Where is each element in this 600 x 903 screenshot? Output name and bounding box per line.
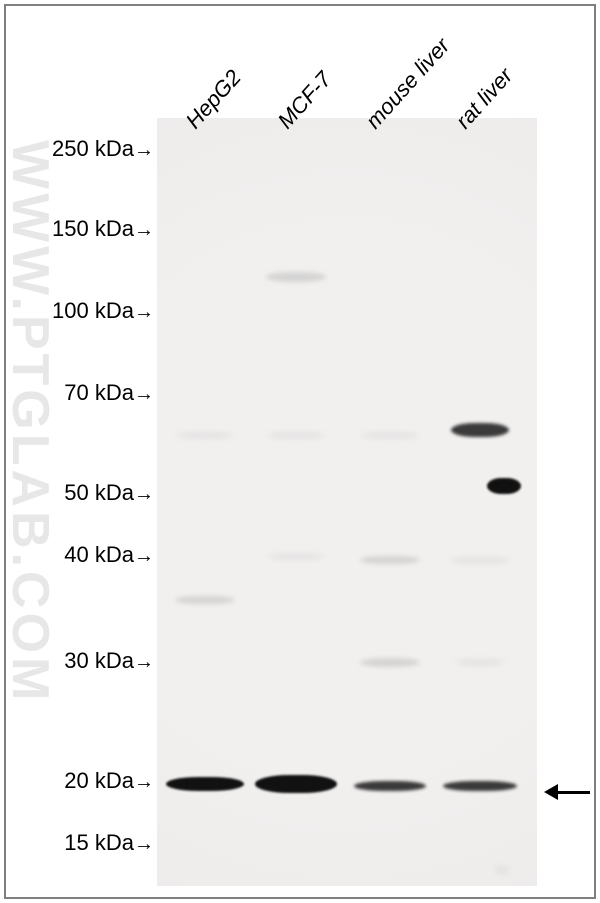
blot-band [451, 423, 509, 437]
blot-band [360, 658, 420, 667]
marker-text: 50 kDa [64, 480, 134, 505]
blot-band [495, 866, 509, 874]
arrow-right-icon: → [134, 383, 154, 405]
marker-text: 15 kDa [64, 830, 134, 855]
arrow-right-icon: → [134, 301, 154, 323]
marker-text: 40 kDa [64, 542, 134, 567]
blot-band [360, 556, 420, 564]
arrow-right-icon: → [134, 483, 154, 505]
target-band-arrow-icon [544, 782, 590, 802]
blot-band [443, 781, 517, 791]
arrow-right-icon: → [134, 771, 154, 793]
blot-band [267, 432, 325, 439]
blot-band [450, 557, 510, 564]
arrow-right-icon: → [134, 219, 154, 241]
marker-text: 70 kDa [64, 380, 134, 405]
marker-label: 40 kDa→ [0, 542, 154, 568]
arrow-shaft-icon [556, 791, 590, 794]
blot-band [354, 781, 426, 791]
blot-band [266, 272, 326, 282]
marker-label: 20 kDa→ [0, 768, 154, 794]
blot-band [255, 775, 337, 793]
blot-band [455, 659, 505, 666]
marker-text: 20 kDa [64, 768, 134, 793]
marker-label: 100 kDa→ [0, 298, 154, 324]
blot-band [175, 596, 235, 604]
marker-label: 250 kDa→ [0, 136, 154, 162]
arrow-right-icon: → [134, 545, 154, 567]
blot-band [361, 432, 419, 439]
arrow-right-icon: → [134, 833, 154, 855]
marker-label: 50 kDa→ [0, 480, 154, 506]
blot-band [176, 432, 234, 439]
marker-text: 100 kDa [52, 298, 134, 323]
marker-label: 30 kDa→ [0, 648, 154, 674]
arrow-right-icon: → [134, 651, 154, 673]
arrow-right-icon: → [134, 139, 154, 161]
marker-label: 15 kDa→ [0, 830, 154, 856]
blot-band [487, 478, 521, 494]
marker-label: 70 kDa→ [0, 380, 154, 406]
marker-text: 250 kDa [52, 136, 134, 161]
marker-text: 150 kDa [52, 216, 134, 241]
blot-container: WWW.PTGLAB.COM HepG2 MCF-7 mouse liver r… [0, 0, 600, 903]
blot-membrane [157, 118, 537, 886]
blot-band [166, 777, 244, 791]
marker-label: 150 kDa→ [0, 216, 154, 242]
marker-text: 30 kDa [64, 648, 134, 673]
blot-band [268, 553, 324, 560]
